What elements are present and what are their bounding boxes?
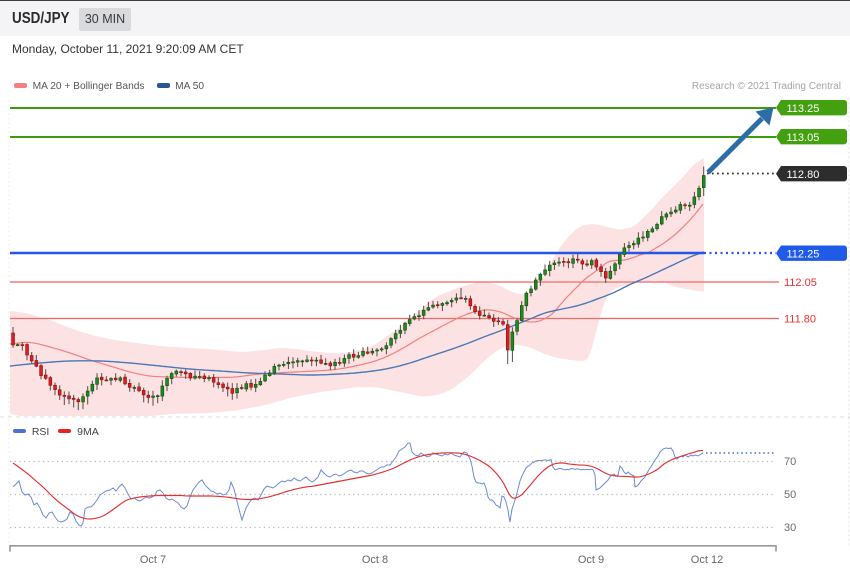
svg-text:111.80: 111.80 <box>784 314 816 326</box>
svg-text:Oct 7: Oct 7 <box>140 554 166 566</box>
svg-text:50: 50 <box>784 489 796 501</box>
svg-text:30: 30 <box>784 522 796 534</box>
svg-text:112.05: 112.05 <box>784 277 817 289</box>
svg-text:Oct 12: Oct 12 <box>691 554 723 566</box>
svg-text:112.80: 112.80 <box>787 169 820 181</box>
svg-text:113.05: 113.05 <box>787 132 820 144</box>
svg-text:113.25: 113.25 <box>787 103 820 115</box>
svg-text:70: 70 <box>784 456 796 468</box>
svg-text:Oct 8: Oct 8 <box>362 554 388 566</box>
svg-text:Oct 9: Oct 9 <box>578 554 604 566</box>
svg-text:112.25: 112.25 <box>787 249 820 261</box>
